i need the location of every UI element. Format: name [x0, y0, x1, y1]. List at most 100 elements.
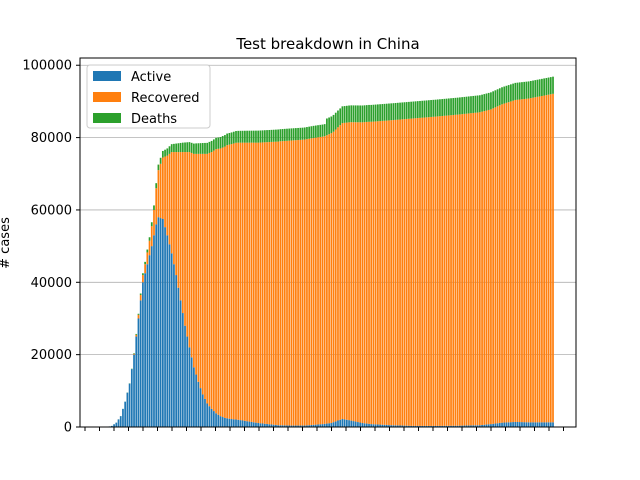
bar-active: [383, 424, 386, 427]
bar-active: [332, 422, 335, 427]
bar-active: [478, 425, 481, 427]
bar-recovered: [461, 114, 463, 426]
bar-recovered: [310, 138, 313, 426]
bar-recovered: [496, 106, 499, 424]
bar-deaths: [237, 130, 240, 143]
bar-active: [463, 425, 466, 427]
bar-deaths: [221, 136, 224, 148]
bar-deaths: [239, 130, 242, 143]
bar-deaths: [401, 102, 404, 120]
bar-active: [498, 422, 501, 427]
bar-deaths: [326, 118, 328, 136]
bar-recovered: [246, 142, 248, 422]
bar-active: [454, 425, 457, 427]
bar-recovered: [436, 116, 439, 426]
bar-active: [144, 273, 146, 427]
bar-active: [372, 424, 375, 427]
bar-deaths: [168, 146, 171, 154]
bar-deaths: [250, 130, 253, 143]
bar-deaths: [443, 98, 446, 116]
bar-deaths: [505, 85, 508, 103]
bar-recovered: [286, 140, 288, 426]
bar-active: [212, 411, 215, 427]
bar-deaths: [317, 125, 319, 138]
bar-active: [470, 425, 472, 427]
bar-deaths: [339, 108, 342, 126]
bar-deaths: [541, 78, 543, 96]
bar-recovered: [155, 188, 158, 225]
bar-active: [361, 423, 364, 427]
bar-active: [403, 425, 406, 427]
bar-recovered: [210, 152, 213, 409]
bar-deaths: [283, 128, 286, 141]
bar-recovered: [416, 118, 419, 426]
bar-recovered: [312, 137, 315, 425]
bar-recovered: [423, 117, 426, 426]
bar-deaths: [474, 95, 477, 113]
bar-recovered: [505, 102, 508, 423]
bar-deaths: [241, 130, 244, 143]
bar-deaths: [463, 96, 466, 114]
bar-recovered: [381, 120, 384, 425]
bar-deaths: [377, 104, 379, 122]
bar-recovered: [439, 116, 441, 426]
bar-recovered: [485, 110, 488, 425]
bar-active: [215, 413, 217, 427]
bar-active: [523, 422, 526, 427]
bar-deaths: [228, 132, 231, 145]
bar-recovered: [215, 149, 217, 414]
bar-deaths: [545, 77, 548, 96]
bar-active: [423, 425, 426, 427]
bar-recovered: [465, 113, 468, 426]
bar-active: [117, 419, 120, 427]
bar-recovered: [226, 145, 228, 419]
bar-recovered: [221, 147, 224, 418]
bar-deaths: [294, 128, 297, 141]
bar-active: [432, 425, 435, 427]
bar-active: [412, 425, 415, 427]
bar-deaths: [525, 81, 528, 99]
bar-recovered: [244, 142, 246, 421]
bar-recovered: [474, 112, 477, 426]
bar-active: [549, 422, 552, 427]
bar-recovered: [394, 119, 397, 426]
bar-recovered: [392, 120, 395, 426]
bar-active: [297, 425, 299, 427]
bar-active: [447, 425, 450, 427]
bar-deaths: [365, 105, 368, 122]
bar-recovered: [275, 141, 277, 425]
bar-active: [392, 425, 395, 427]
bar-deaths: [217, 137, 220, 149]
bar-deaths: [447, 98, 450, 116]
bar-active: [319, 424, 322, 427]
bar-recovered: [536, 96, 539, 423]
bar-deaths: [199, 143, 202, 154]
y-tick-label: 60000: [31, 203, 72, 218]
bar-recovered: [235, 142, 237, 420]
bar-active: [217, 414, 220, 427]
bar-active: [348, 420, 350, 427]
bar-recovered: [148, 240, 151, 256]
bar-active: [195, 374, 197, 427]
bar-recovered: [388, 120, 390, 426]
bar-deaths: [534, 80, 537, 98]
bar-deaths: [306, 127, 308, 140]
bar-active: [428, 425, 430, 427]
legend: Active Recovered Deaths: [86, 64, 211, 129]
bar-recovered: [538, 96, 541, 423]
bar-recovered: [237, 142, 240, 420]
bar-recovered: [368, 121, 370, 424]
bar-active: [235, 419, 237, 427]
bar-active: [388, 425, 390, 427]
bar-deaths: [157, 164, 160, 171]
bar-deaths: [321, 124, 324, 137]
bar-active: [221, 417, 224, 427]
bar-active: [436, 425, 439, 427]
bar-recovered: [224, 146, 226, 418]
bar-recovered: [514, 99, 517, 422]
bar-recovered: [250, 142, 253, 422]
bar-deaths: [208, 141, 211, 153]
bar-recovered: [288, 140, 291, 426]
bar-active: [507, 422, 510, 427]
y-tick-label: 0: [64, 421, 72, 436]
